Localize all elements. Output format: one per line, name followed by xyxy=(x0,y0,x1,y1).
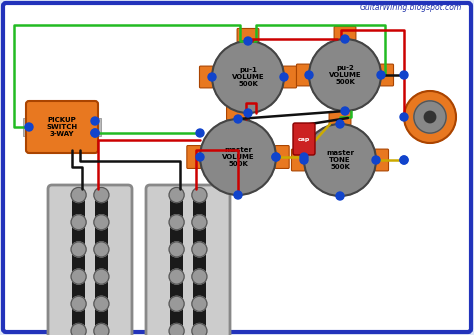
Circle shape xyxy=(71,324,86,335)
FancyBboxPatch shape xyxy=(334,26,356,40)
Circle shape xyxy=(71,188,86,203)
Circle shape xyxy=(192,242,207,257)
Circle shape xyxy=(169,188,184,203)
FancyBboxPatch shape xyxy=(380,64,393,86)
Circle shape xyxy=(169,324,184,335)
Circle shape xyxy=(94,188,109,203)
Circle shape xyxy=(305,71,313,79)
Text: cap: cap xyxy=(298,136,310,141)
Circle shape xyxy=(272,153,280,161)
Circle shape xyxy=(169,269,184,284)
Circle shape xyxy=(192,215,207,230)
FancyBboxPatch shape xyxy=(227,156,249,170)
Bar xyxy=(72,193,85,333)
Circle shape xyxy=(196,153,204,161)
Circle shape xyxy=(372,156,380,164)
Circle shape xyxy=(192,188,207,203)
Circle shape xyxy=(192,324,207,335)
Circle shape xyxy=(200,119,276,195)
Circle shape xyxy=(91,129,99,137)
Bar xyxy=(94,193,108,333)
Circle shape xyxy=(94,242,109,257)
Text: PICKUP
SWITCH
3-WAY: PICKUP SWITCH 3-WAY xyxy=(46,118,78,136)
Circle shape xyxy=(94,215,109,230)
Circle shape xyxy=(196,129,204,137)
Circle shape xyxy=(192,269,207,284)
Circle shape xyxy=(424,111,436,123)
FancyBboxPatch shape xyxy=(296,64,310,86)
Circle shape xyxy=(400,156,408,164)
FancyBboxPatch shape xyxy=(237,28,259,42)
Circle shape xyxy=(169,296,184,311)
Text: pu-2
VOLUME
500K: pu-2 VOLUME 500K xyxy=(328,65,361,85)
FancyBboxPatch shape xyxy=(283,66,297,88)
Circle shape xyxy=(94,269,109,284)
FancyBboxPatch shape xyxy=(329,112,351,125)
Text: pu-1
VOLUME
500K: pu-1 VOLUME 500K xyxy=(232,67,264,87)
Circle shape xyxy=(414,101,446,133)
Circle shape xyxy=(91,117,99,125)
FancyBboxPatch shape xyxy=(26,101,98,153)
Circle shape xyxy=(336,120,344,128)
FancyBboxPatch shape xyxy=(200,66,213,88)
Bar xyxy=(95,118,101,136)
Circle shape xyxy=(71,269,86,284)
FancyBboxPatch shape xyxy=(334,74,356,87)
Circle shape xyxy=(377,71,385,79)
Circle shape xyxy=(25,123,33,131)
Circle shape xyxy=(304,124,376,196)
Circle shape xyxy=(94,324,109,335)
Circle shape xyxy=(341,35,349,43)
Bar xyxy=(192,193,206,333)
FancyBboxPatch shape xyxy=(48,185,132,335)
Text: GuitarWiring.blogspot.com: GuitarWiring.blogspot.com xyxy=(360,3,462,12)
FancyBboxPatch shape xyxy=(375,149,389,171)
Circle shape xyxy=(234,115,242,123)
Text: master
TONE
500K: master TONE 500K xyxy=(326,150,354,170)
Circle shape xyxy=(91,129,99,137)
Circle shape xyxy=(71,215,86,230)
Bar xyxy=(23,118,29,136)
Circle shape xyxy=(341,107,349,115)
FancyBboxPatch shape xyxy=(292,149,305,171)
FancyBboxPatch shape xyxy=(329,159,351,173)
Bar xyxy=(170,193,183,333)
FancyBboxPatch shape xyxy=(275,145,289,169)
Circle shape xyxy=(244,37,252,45)
Circle shape xyxy=(400,71,408,79)
Circle shape xyxy=(234,191,242,199)
Circle shape xyxy=(272,153,280,161)
Circle shape xyxy=(192,296,207,311)
Text: master
VOLUME
500K: master VOLUME 500K xyxy=(222,147,255,167)
Circle shape xyxy=(404,91,456,143)
Circle shape xyxy=(212,41,284,113)
FancyBboxPatch shape xyxy=(3,3,471,332)
Circle shape xyxy=(71,296,86,311)
Circle shape xyxy=(169,215,184,230)
Circle shape xyxy=(280,73,288,81)
FancyBboxPatch shape xyxy=(293,123,315,155)
Circle shape xyxy=(94,296,109,311)
Circle shape xyxy=(300,153,308,161)
Circle shape xyxy=(244,109,252,117)
FancyBboxPatch shape xyxy=(187,145,201,169)
Circle shape xyxy=(169,242,184,257)
Circle shape xyxy=(309,39,381,111)
Circle shape xyxy=(300,156,308,164)
Circle shape xyxy=(71,242,86,257)
FancyBboxPatch shape xyxy=(146,185,230,335)
FancyBboxPatch shape xyxy=(237,76,259,89)
Circle shape xyxy=(400,156,408,164)
FancyBboxPatch shape xyxy=(227,106,249,120)
Circle shape xyxy=(208,73,216,81)
Circle shape xyxy=(336,192,344,200)
Circle shape xyxy=(400,113,408,121)
